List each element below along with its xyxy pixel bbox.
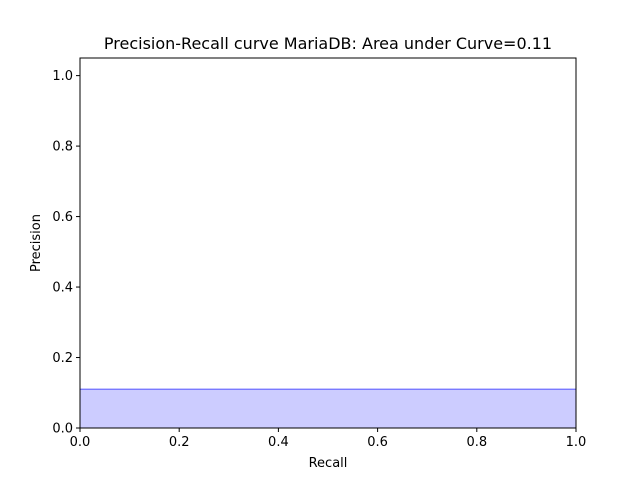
- x-tick-label: 0.6: [367, 435, 388, 450]
- y-tick-label: 1.0: [52, 69, 73, 84]
- y-axis-label: Precision: [29, 214, 44, 272]
- x-tick-label: 1.0: [566, 435, 587, 450]
- x-axis-label: Recall: [309, 456, 348, 471]
- x-tick-label: 0.4: [268, 435, 289, 450]
- x-axis-ticks: 0.0 0.2 0.4 0.6 0.8 1.0: [70, 428, 587, 450]
- chart-title: Precision-Recall curve MariaDB: Area und…: [104, 34, 552, 53]
- y-tick-label: 0.4: [52, 281, 73, 296]
- y-tick-label: 0.8: [52, 140, 73, 155]
- y-axis-ticks: 0.0 0.2 0.4 0.6 0.8 1.0: [52, 69, 80, 437]
- axes-frame: [79, 57, 577, 429]
- x-tick-label: 0.8: [466, 435, 487, 450]
- y-tick-label: 0.0: [52, 422, 73, 437]
- y-tick-label: 0.2: [52, 351, 73, 366]
- x-tick-label: 0.2: [169, 435, 190, 450]
- plot-layer: [80, 388, 576, 428]
- pr-area-fill: [80, 389, 576, 428]
- y-tick-label: 0.6: [52, 210, 73, 225]
- x-tick-label: 0.0: [70, 435, 91, 450]
